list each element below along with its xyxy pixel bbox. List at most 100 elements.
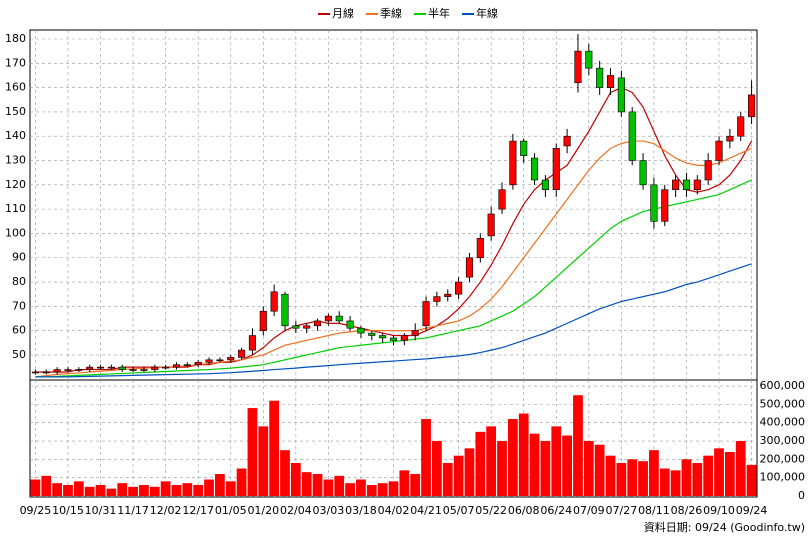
candle-body: [563, 135, 571, 147]
volume-bar: [41, 475, 52, 496]
y2-tick-label: 100,000: [760, 471, 806, 484]
candle-body: [194, 361, 202, 365]
candle-body: [531, 157, 539, 181]
y2-tick-label: 600,000: [760, 379, 806, 392]
volume-bar: [30, 479, 41, 496]
candle-body: [151, 366, 159, 370]
y-tick-label: 70: [12, 299, 26, 312]
ma-line: [35, 263, 752, 378]
x-tick-label: 11/17: [117, 504, 149, 517]
candle-body: [216, 359, 224, 362]
candle-body: [617, 77, 625, 113]
x-tick-label: 12/17: [182, 504, 214, 517]
candle-body: [552, 148, 560, 190]
candle-body: [650, 184, 658, 222]
volume-bar: [670, 470, 681, 496]
x-tick-label: 07/27: [606, 504, 638, 517]
candle-body: [205, 359, 213, 363]
candle-body: [140, 369, 148, 371]
volume-bar: [139, 485, 149, 496]
legend-label: 月線: [332, 6, 354, 20]
candle-body: [248, 335, 256, 351]
volume-bar: [497, 441, 507, 496]
volume-bar: [442, 463, 453, 496]
volume-bar: [627, 459, 638, 496]
volume-bar: [540, 441, 551, 496]
volume-bar: [453, 455, 464, 496]
x-tick-label: 01/20: [247, 504, 279, 517]
candle-body: [704, 160, 712, 181]
annotation: 資料日期: 09/24 (Goodinfo.tw): [644, 520, 805, 534]
candle-body: [682, 179, 691, 190]
volume-bar: [73, 481, 84, 496]
x-tick-label: 04/21: [410, 504, 442, 517]
volume-bar: [551, 426, 562, 496]
volume-bar: [345, 483, 355, 496]
candle-body: [411, 330, 419, 336]
volume-bar: [583, 441, 594, 496]
candle-body: [606, 75, 615, 88]
x-tick-label: 10/31: [85, 504, 117, 517]
candle-body: [661, 189, 669, 222]
y-tick-label: 90: [12, 251, 26, 264]
volume-bar: [703, 455, 714, 496]
candle-body: [541, 179, 549, 190]
volume-bar: [681, 459, 692, 496]
candle-body: [129, 369, 137, 371]
candle-body: [162, 366, 170, 369]
x-tick-label: 05/07: [443, 504, 475, 517]
volume-bar: [280, 450, 290, 496]
volume-bar: [323, 479, 334, 496]
x-tick-label: 09/25: [20, 504, 52, 517]
volume-bar: [649, 450, 659, 496]
candle-body: [487, 213, 495, 237]
volume-bar: [160, 481, 171, 496]
y-tick-label: 160: [5, 81, 26, 94]
candle-body: [672, 179, 680, 190]
volume-bar: [117, 483, 128, 496]
candle-body: [64, 369, 72, 371]
volume-bar: [410, 474, 421, 496]
candle-body: [465, 257, 474, 278]
volume-bar: [236, 468, 247, 496]
volume-bar: [269, 400, 280, 496]
x-tick-label: 09/24: [736, 504, 768, 517]
candle-body: [737, 116, 745, 137]
candle-body: [107, 366, 115, 369]
candle-body: [292, 325, 300, 329]
x-tick-label: 06/24: [540, 504, 572, 517]
candle-body: [596, 67, 604, 88]
candle-body: [86, 366, 94, 370]
candle-body: [455, 281, 463, 295]
y-tick-label: 110: [5, 202, 26, 215]
volume-bar: [204, 479, 214, 496]
y-tick-label: 140: [5, 129, 26, 142]
volume-bar: [475, 431, 486, 496]
candle-body: [433, 296, 441, 302]
volume-bar: [432, 441, 442, 496]
candle-body: [183, 364, 191, 366]
volume-bar: [63, 485, 73, 496]
volume-bar: [562, 435, 572, 496]
y-tick-label: 120: [5, 178, 26, 191]
candle-body: [379, 335, 387, 339]
volume-bar: [518, 413, 529, 496]
volume-bar: [659, 468, 670, 496]
x-tick-label: 08/26: [671, 504, 703, 517]
y-tick-label: 60: [12, 324, 26, 337]
candle-body: [509, 140, 517, 186]
volume-bar: [746, 464, 757, 496]
volume-bar: [692, 463, 703, 496]
volume-bar: [366, 485, 377, 496]
x-tick-label: 05/22: [475, 504, 507, 517]
candle-body: [259, 310, 267, 331]
volume-bar: [225, 481, 236, 496]
x-tick-label: 07/09: [573, 504, 605, 517]
candle-body: [172, 364, 181, 368]
candle-body: [422, 301, 430, 327]
y2-tick-label: 200,000: [760, 452, 806, 465]
volume-bar: [714, 448, 724, 496]
volume-bar: [290, 463, 301, 496]
volume-bar: [605, 455, 616, 496]
y2-tick-label: 400,000: [760, 416, 806, 429]
